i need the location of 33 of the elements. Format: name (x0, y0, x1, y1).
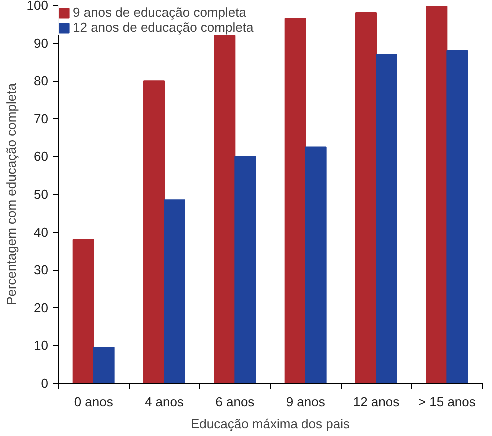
y-tick-label: 60 (34, 149, 49, 164)
y-tick-label: 80 (34, 74, 49, 89)
bar (356, 12, 377, 384)
bar (93, 347, 115, 384)
bar (72, 239, 94, 384)
bar (376, 54, 398, 384)
x-tick-label: 9 anos (286, 394, 326, 410)
x-tick-label: 4 anos (144, 394, 185, 410)
legend-label: 9 anos de educação completa (73, 5, 246, 20)
y-tick-label: 20 (34, 300, 49, 316)
y-tick-label: 30 (34, 262, 49, 278)
y-tick-label: 100 (26, 0, 49, 13)
bar (284, 18, 306, 384)
x-tick-label: 12 anos (353, 394, 400, 410)
x-tick-label: > 15 anos (418, 394, 476, 410)
bar (164, 200, 186, 384)
x-tick-label: 6 anos (216, 394, 256, 410)
y-tick-label: 10 (34, 338, 49, 354)
bar (305, 146, 327, 384)
legend-label: 12 anos de educação completa (73, 20, 254, 35)
y-tick-label: 0 (41, 376, 49, 391)
x-tick-label: 0 anos (74, 394, 114, 410)
y-tick-label: 70 (34, 111, 49, 126)
y-axis-title: Percentagem com educação completa (4, 82, 19, 306)
bar (214, 35, 236, 384)
y-tick-label: 50 (34, 187, 49, 202)
y-tick-label: 40 (34, 224, 49, 240)
bar (446, 50, 468, 384)
bar (144, 80, 165, 384)
bar (234, 156, 256, 384)
bar (426, 6, 448, 384)
x-axis-title: Educação máxima dos pais (191, 416, 350, 432)
y-tick-label: 90 (34, 36, 49, 51)
